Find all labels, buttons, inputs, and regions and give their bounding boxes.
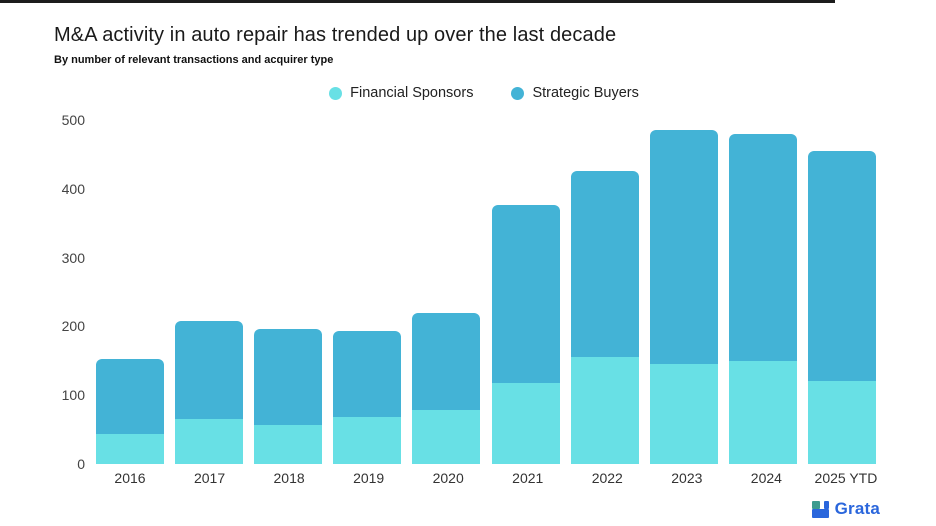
segment-financial-sponsors — [175, 419, 244, 464]
x-tick-label: 2020 — [432, 470, 464, 486]
y-tick-label: 0 — [77, 456, 85, 472]
strategic-buyers-swatch-icon — [511, 86, 525, 100]
segment-financial-sponsors — [96, 433, 164, 464]
segment-strategic-buyers — [570, 170, 639, 358]
segment-strategic-buyers — [175, 320, 244, 420]
x-tick-label: 2016 — [114, 470, 146, 486]
segment-strategic-buyers — [728, 133, 797, 361]
segment-strategic-buyers — [412, 313, 481, 411]
top-border-bar — [0, 0, 835, 3]
y-tick-label: 100 — [61, 387, 85, 404]
bar-2021 — [491, 120, 560, 464]
legend: Financial Sponsors Strategic Buyers — [88, 85, 880, 101]
segment-financial-sponsors — [728, 360, 797, 464]
financial-sponsors-swatch-icon — [329, 86, 343, 100]
segment-financial-sponsors — [807, 380, 876, 464]
bar-2019 — [333, 120, 402, 464]
x-axis: 2016 2017 2018 2019 2020 2021 2022 2023 2024 2025… — [96, 470, 880, 486]
bar-2022 — [570, 120, 639, 464]
bar-2024 — [728, 120, 797, 464]
x-tick-label: 2022 — [591, 470, 623, 486]
bar-2023 — [649, 120, 718, 464]
brand-logo-text: Grata — [834, 499, 880, 518]
chart-title: M&A activity in auto repair has trended … — [54, 24, 617, 46]
x-tick-label: 2017 — [193, 470, 226, 486]
segment-financial-sponsors — [491, 382, 560, 464]
segment-strategic-buyers — [807, 150, 876, 381]
segment-financial-sponsors — [333, 417, 402, 464]
x-tick-label: 2018 — [273, 470, 305, 486]
bar-2020 — [412, 120, 481, 464]
x-tick-label: 2025 YTD — [814, 470, 878, 486]
segment-financial-sponsors — [254, 425, 323, 464]
segment-financial-sponsors — [570, 357, 639, 464]
y-tick-label: 300 — [61, 249, 85, 266]
segment-strategic-buyers — [96, 358, 164, 434]
brand-logo: Grata — [811, 499, 880, 519]
legend-label-financial-sponsors: Financial Sponsors — [350, 85, 474, 101]
x-tick-label: 2021 — [512, 470, 544, 486]
bar-series — [96, 120, 876, 464]
bar-2025-ytd — [807, 120, 876, 464]
y-tick-label: 400 — [61, 180, 85, 197]
segment-strategic-buyers — [649, 129, 718, 364]
x-tick-label: 2023 — [671, 470, 703, 486]
grata-logo-icon — [811, 500, 829, 518]
plot-area — [88, 120, 880, 464]
y-tick-label: 200 — [61, 318, 85, 335]
x-tick-label: 2019 — [353, 470, 385, 486]
x-tick-label: 2024 — [750, 470, 782, 486]
segment-financial-sponsors — [649, 363, 718, 464]
segment-strategic-buyers — [254, 329, 323, 426]
legend-label-strategic-buyers: Strategic Buyers — [532, 85, 639, 101]
segment-strategic-buyers — [491, 204, 560, 383]
bar-2017 — [175, 120, 244, 464]
legend-item-strategic-buyers: Strategic Buyers — [511, 85, 639, 101]
legend-item-financial-sponsors: Financial Sponsors — [329, 85, 473, 101]
segment-financial-sponsors — [412, 410, 481, 464]
bar-2018 — [254, 120, 323, 464]
y-tick-label: 500 — [61, 112, 85, 128]
bar-2016 — [96, 120, 164, 464]
segment-strategic-buyers — [333, 330, 402, 418]
chart-subtitle: By number of relevant transactions and a… — [54, 54, 334, 66]
